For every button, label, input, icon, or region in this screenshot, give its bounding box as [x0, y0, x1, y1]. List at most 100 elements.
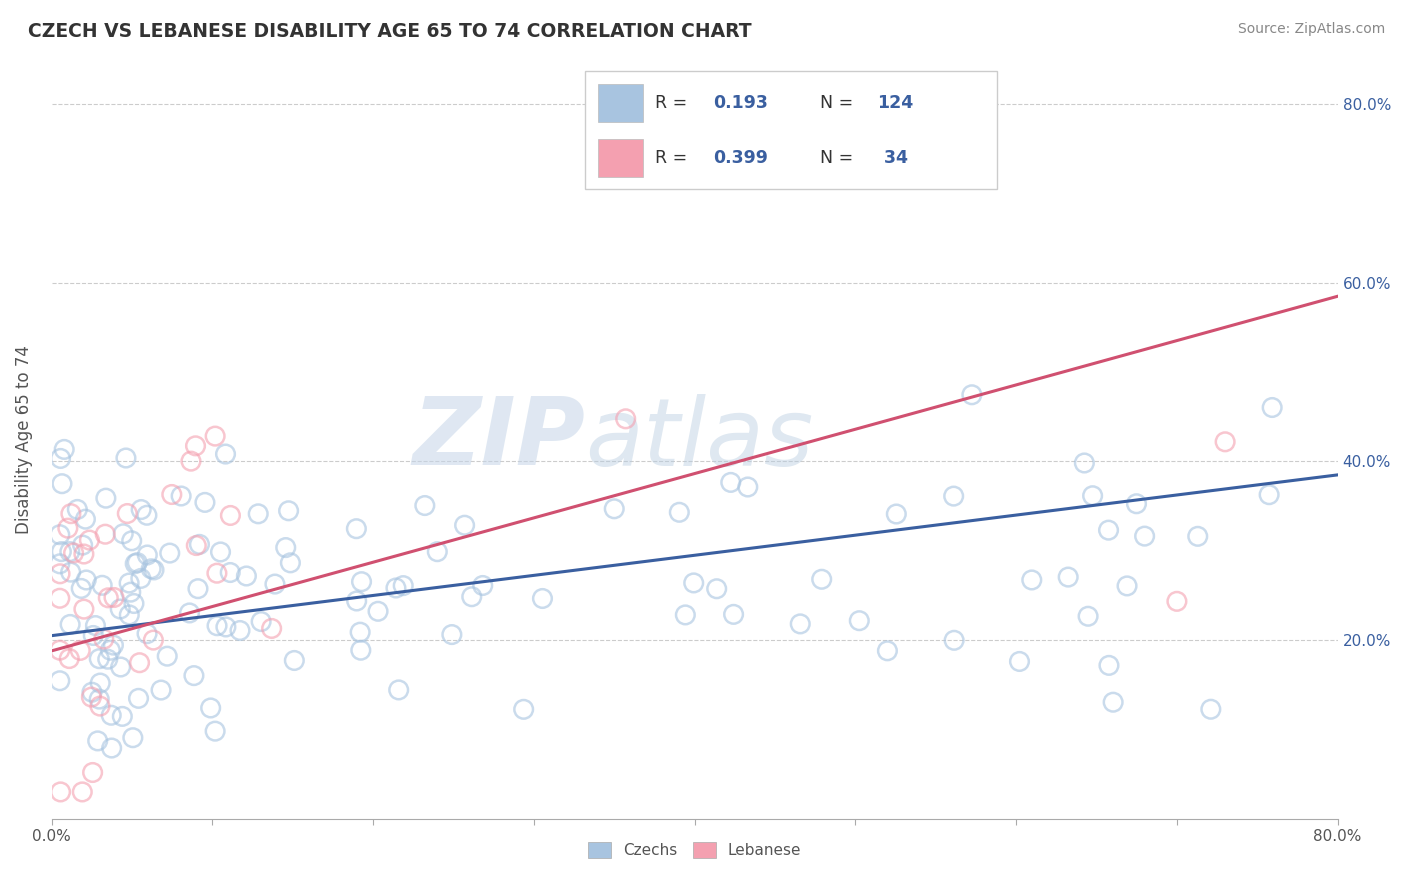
Point: [93, 632, 115, 646]
Point: [66, 502, 89, 516]
Point: [1261, 401, 1284, 415]
Point: [1187, 529, 1209, 543]
Point: [219, 566, 242, 580]
Point: [884, 507, 907, 521]
Point: [59, 565, 82, 579]
Point: [59, 544, 82, 558]
Point: [461, 590, 484, 604]
Point: [94, 491, 117, 505]
Point: [59, 617, 82, 632]
Point: [159, 546, 181, 560]
Point: [121, 731, 143, 745]
Point: [614, 412, 637, 426]
Point: [388, 682, 411, 697]
Point: [344, 522, 367, 536]
Point: [59, 507, 82, 521]
Point: [385, 581, 408, 595]
Text: CZECH VS LEBANESE DISABILITY AGE 65 TO 74 CORRELATION CHART: CZECH VS LEBANESE DISABILITY AGE 65 TO 7…: [28, 22, 752, 41]
Point: [367, 604, 389, 618]
Point: [512, 702, 534, 716]
Point: [942, 489, 965, 503]
Point: [49, 451, 72, 466]
Point: [127, 556, 149, 570]
Point: [122, 597, 145, 611]
Point: [720, 475, 742, 490]
Point: [531, 591, 554, 606]
Point: [247, 507, 270, 521]
Point: [73, 547, 96, 561]
Point: [682, 576, 704, 591]
Point: [200, 701, 222, 715]
Point: [121, 533, 143, 548]
Point: [142, 633, 165, 648]
Point: [810, 572, 832, 586]
Point: [1081, 489, 1104, 503]
Point: [49, 527, 72, 541]
Point: [215, 620, 238, 634]
Point: [150, 683, 173, 698]
Point: [349, 625, 371, 640]
Point: [194, 495, 217, 509]
Point: [960, 388, 983, 402]
Point: [128, 656, 150, 670]
Point: [49, 566, 72, 581]
Point: [69, 643, 91, 657]
Point: [274, 541, 297, 555]
Point: [440, 627, 463, 641]
Point: [229, 624, 252, 638]
Point: [264, 577, 287, 591]
Point: [350, 643, 373, 657]
Point: [124, 557, 146, 571]
Legend: Czechs, Lebanese: Czechs, Lebanese: [582, 836, 807, 864]
Point: [98, 643, 121, 657]
Point: [118, 576, 141, 591]
Point: [72, 538, 94, 552]
Point: [82, 628, 104, 642]
Point: [187, 582, 209, 596]
Point: [848, 614, 870, 628]
Point: [111, 709, 134, 723]
Point: [110, 660, 132, 674]
Point: [413, 499, 436, 513]
Text: Source: ZipAtlas.com: Source: ZipAtlas.com: [1237, 22, 1385, 37]
Point: [277, 504, 299, 518]
Point: [1199, 702, 1222, 716]
Point: [1213, 434, 1236, 449]
Text: atlas: atlas: [585, 393, 814, 484]
Point: [160, 487, 183, 501]
Point: [53, 442, 76, 457]
Point: [280, 556, 302, 570]
Point: [91, 578, 114, 592]
Point: [51, 544, 73, 558]
Point: [1166, 594, 1188, 608]
Point: [79, 533, 101, 547]
Point: [392, 579, 415, 593]
Point: [186, 539, 208, 553]
Point: [235, 569, 257, 583]
Point: [51, 476, 73, 491]
Point: [205, 566, 228, 581]
Point: [103, 591, 125, 605]
Point: [141, 562, 163, 576]
Point: [129, 571, 152, 585]
Point: [136, 626, 159, 640]
Point: [170, 489, 193, 503]
Point: [97, 652, 120, 666]
Point: [97, 591, 120, 605]
Point: [62, 546, 84, 560]
Point: [86, 734, 108, 748]
Point: [89, 651, 111, 665]
Point: [135, 508, 157, 523]
Point: [876, 644, 898, 658]
Point: [118, 607, 141, 622]
Point: [72, 785, 94, 799]
Point: [668, 505, 690, 519]
Point: [180, 454, 202, 468]
Point: [184, 439, 207, 453]
Point: [156, 649, 179, 664]
Point: [117, 507, 139, 521]
Point: [453, 518, 475, 533]
Point: [75, 573, 97, 587]
Point: [70, 582, 93, 596]
Point: [260, 622, 283, 636]
